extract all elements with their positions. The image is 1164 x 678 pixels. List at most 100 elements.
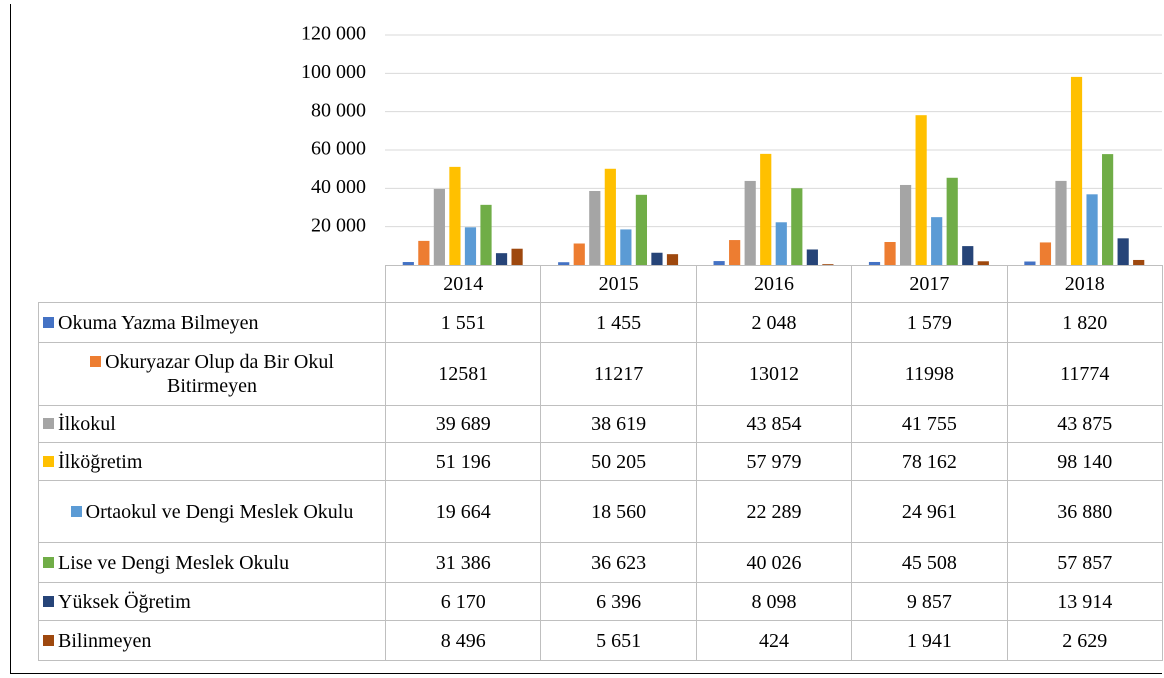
bar (806, 249, 818, 265)
table-value: 43 854 (695, 405, 853, 443)
y-tick-label: 80 000 (311, 99, 366, 121)
bar (651, 252, 663, 265)
bar (1055, 180, 1067, 265)
bar (931, 217, 943, 265)
table-row: Okuma Yazma Bilmeyen 1 551 1 455 2 048 1 579… (38, 302, 1163, 343)
table-value: 50 205 (540, 442, 697, 481)
table-value: 12581 (384, 342, 542, 406)
bar (791, 188, 803, 265)
legend-key (43, 634, 54, 646)
y-tick-label: 100 000 (301, 61, 366, 83)
x-tick-label: 2014 (384, 265, 542, 303)
legend-cell: İlköğretim (38, 442, 386, 481)
bar (915, 115, 927, 265)
table-value: 38 619 (540, 405, 697, 443)
legend-key (43, 595, 54, 607)
legend-label: Yüksek Öğretim (58, 590, 191, 613)
table-row: Okuryazar Olup da Bir Okul Bitirmeyen 125… (38, 342, 1163, 406)
legend-key (70, 505, 82, 517)
table-value: 78 162 (851, 442, 1008, 481)
x-tick-label: 2015 (540, 265, 697, 303)
bar (635, 194, 648, 265)
table-value: 36 623 (540, 542, 697, 583)
bar (464, 227, 477, 265)
table-value: 11217 (540, 342, 697, 406)
table-value: 424 (695, 620, 853, 661)
bar (495, 253, 508, 265)
legend-key (90, 356, 102, 367)
table-value: 11998 (851, 342, 1008, 406)
table-value: 36 880 (1006, 480, 1163, 543)
legend-label: İlköğretim (58, 450, 143, 473)
bar (1102, 154, 1114, 265)
legend-cell: Lise ve Dengi Meslek Okulu (38, 542, 386, 583)
bar (760, 153, 772, 265)
bar (418, 240, 430, 265)
table-value: 57 979 (695, 442, 853, 481)
y-tick-label: 120 000 (301, 23, 366, 45)
table-value: 6 170 (384, 582, 542, 621)
bar (480, 204, 492, 265)
table-value: 57 857 (1006, 542, 1163, 583)
bar (589, 190, 601, 265)
legend-cell: İlkokul (38, 405, 386, 443)
bar (744, 180, 756, 265)
table-row: Yüksek Öğretim 6 170 6 396 8 098 9 857 13 914 (38, 582, 1163, 621)
bar (1070, 76, 1083, 265)
table-value: 13012 (695, 342, 853, 406)
bar (775, 222, 787, 265)
bar (1024, 261, 1036, 265)
table-value: 18 560 (540, 480, 697, 543)
table-value: 13 914 (1006, 582, 1163, 621)
bar (977, 261, 989, 265)
legend-key (43, 418, 54, 429)
bar (713, 261, 725, 265)
bar (729, 240, 741, 265)
bar (573, 243, 585, 265)
table-value: 1 551 (384, 302, 542, 343)
table-value: 19 664 (384, 480, 542, 543)
bar (822, 264, 834, 265)
bar (962, 246, 974, 265)
legend-label: Okuma Yazma Bilmeyen (58, 311, 259, 334)
table-row: İlkokul 39 689 38 619 43 854 41 755 43 875 (38, 405, 1163, 443)
bar (666, 254, 679, 265)
corner-cell (38, 265, 386, 303)
bar (604, 168, 616, 265)
y-tick-label: 20 000 (311, 214, 366, 236)
table-row: Lise ve Dengi Meslek Okulu 31 386 36 623 40… (38, 542, 1163, 583)
legend-cell: Okuma Yazma Bilmeyen (38, 302, 386, 343)
bar (868, 261, 881, 265)
bar (558, 262, 570, 265)
table-value: 41 755 (851, 405, 1008, 443)
legend-label: Okuryazar Olup da Bir Okul Bitirmeyen (105, 351, 334, 397)
table-row: Ortaokul ve Dengi Meslek Okulu 19 664 18 5… (38, 480, 1163, 543)
table-value: 31 386 (384, 542, 542, 583)
legend-key (43, 316, 54, 328)
legend-label: İlkokul (58, 413, 116, 435)
bar (899, 184, 912, 265)
bar (449, 166, 461, 265)
table-value: 1 455 (540, 302, 697, 343)
x-tick-label: 2018 (1006, 265, 1163, 303)
table-value: 1 579 (851, 302, 1008, 343)
table-value: 24 961 (851, 480, 1008, 543)
table-value: 22 289 (695, 480, 853, 543)
bar (946, 177, 958, 265)
table-value: 9 857 (851, 582, 1008, 621)
bar (1039, 242, 1052, 265)
bar (402, 262, 414, 265)
table-value: 6 396 (540, 582, 697, 621)
legend-key (43, 455, 54, 467)
table-value: 11774 (1006, 342, 1163, 406)
y-tick-label: 60 000 (311, 138, 366, 160)
legend-label: Lise ve Dengi Meslek Okulu (58, 551, 290, 574)
table-value: 98 140 (1006, 442, 1163, 481)
chart: 20 000 40 000 60 000 80 000 100 000 120 000 (301, 23, 1162, 265)
header-row: 2014 2015 2016 2017 2018 (38, 265, 1163, 303)
table-value: 45 508 (851, 542, 1008, 583)
table-value: 2 048 (695, 302, 853, 343)
legend-cell: Yüksek Öğretim (38, 582, 386, 621)
table-value: 5 651 (540, 620, 697, 661)
